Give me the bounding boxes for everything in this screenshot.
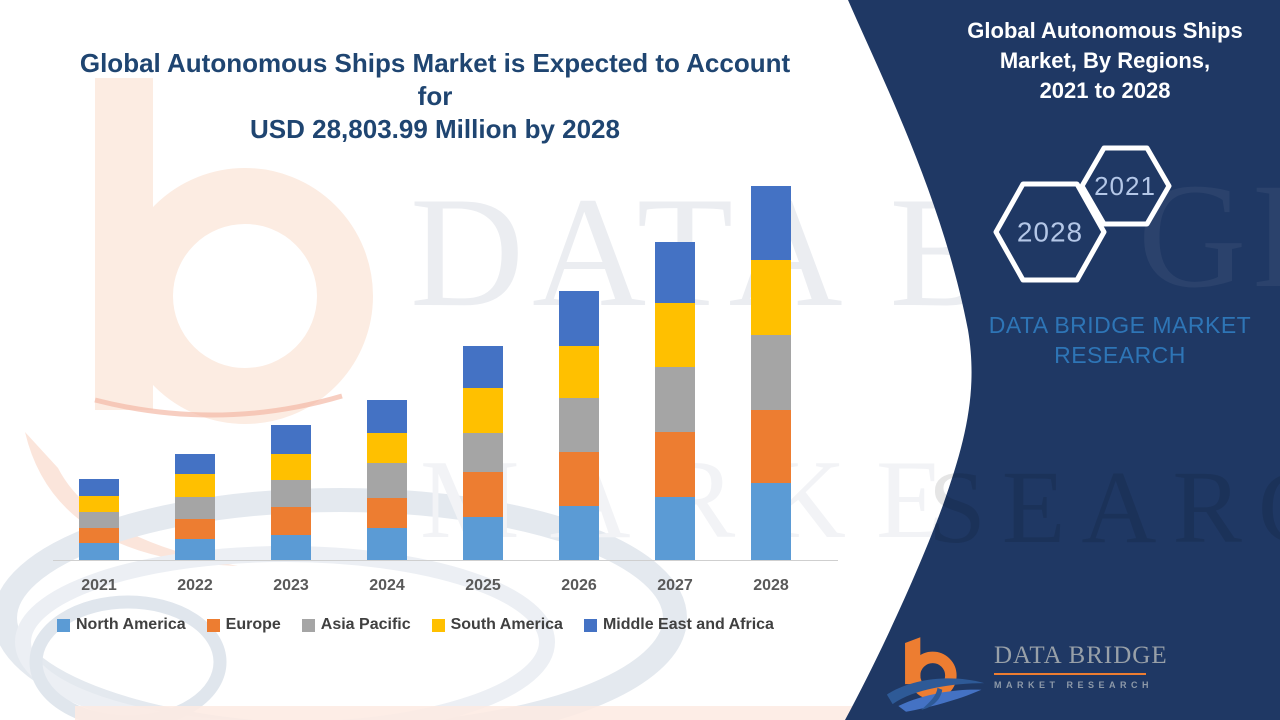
- bar-segment-europe-2025: [463, 472, 503, 518]
- legend-swatch-europe: [206, 618, 220, 632]
- bar-segment-south-america-2026: [559, 346, 599, 399]
- legend-swatch-north-america: [57, 618, 70, 632]
- panel-brand-line2: RESEARCH: [1054, 342, 1186, 368]
- hexagon-2028: [993, 181, 1107, 283]
- bar-segment-asia-pacific-2028: [751, 335, 791, 411]
- bar-segment-asia-pacific-2026: [559, 398, 599, 453]
- bar-segment-middle-east-and-africa-2027: [655, 241, 695, 304]
- dbmr-logo-underline: [994, 673, 1146, 675]
- bar-segment-middle-east-and-africa-2024: [367, 400, 407, 434]
- panel-brand-text: DATA BRIDGE MARKET RESEARCH: [960, 310, 1280, 370]
- bar-segment-europe-2028: [751, 410, 791, 484]
- bar-segment-europe-2022: [175, 519, 215, 540]
- legend: North America Europe Asia Pacific South Ame…: [57, 616, 774, 634]
- x-axis-line: [53, 560, 838, 561]
- bar-segment-north-america-2028: [751, 483, 791, 560]
- legend-swatch-middle-east-and-africa: [583, 618, 597, 632]
- bar-segment-south-america-2024: [367, 433, 407, 464]
- bar-segment-asia-pacific-2022: [175, 497, 215, 520]
- bar-segment-europe-2021: [79, 528, 119, 543]
- stacked-bar-2026: [559, 291, 599, 560]
- bar-segment-south-america-2022: [175, 474, 215, 498]
- chart-title: Global Autonomous Ships Market is Expect…: [65, 47, 805, 146]
- panel-background-shape: [845, 0, 1280, 720]
- legend-label-north-america: North America: [76, 616, 186, 633]
- legend-label-asia-pacific: Asia Pacific: [320, 616, 411, 633]
- hexagon-2028-label: 2028: [1017, 217, 1083, 248]
- hexagon-2021: [1079, 145, 1172, 227]
- bar-segment-europe-2024: [367, 498, 407, 529]
- panel-brand-line1: DATA BRIDGE MARKET: [988, 312, 1252, 338]
- dbmr-logo-tagline: MARKET RESEARCH: [994, 680, 1154, 690]
- bar-segment-north-america-2026: [559, 506, 599, 560]
- stacked-bar-2025: [463, 346, 503, 560]
- bar-segment-south-america-2027: [655, 303, 695, 368]
- x-axis-label-2025: 2025: [465, 577, 501, 594]
- legend-label-middle-east-and-africa: Middle East and Africa: [602, 616, 774, 633]
- bar-segment-north-america-2025: [463, 517, 503, 560]
- dbmr-logo: DATA BRIDGE MARKET RESEARCH: [885, 634, 1168, 716]
- x-axis-label-2022: 2022: [177, 577, 213, 594]
- stacked-bar-2021: [79, 479, 119, 560]
- x-axis-label-2024: 2024: [369, 577, 405, 594]
- bar-segment-asia-pacific-2023: [271, 480, 311, 508]
- stacked-bar-2027: [655, 241, 695, 560]
- panel-title-line3: 2021 to 2028: [1039, 78, 1171, 103]
- bar-segment-north-america-2027: [655, 497, 695, 560]
- bar-segment-middle-east-and-africa-2021: [79, 479, 119, 497]
- bar-segment-north-america-2022: [175, 539, 215, 560]
- year-hexagons: 2028 2021: [993, 145, 1172, 283]
- hexagon-2021-label: 2021: [1094, 171, 1156, 201]
- bar-segment-europe-2026: [559, 452, 599, 507]
- panel-title-line2: Market, By Regions,: [999, 48, 1211, 73]
- bar-segment-south-america-2023: [271, 454, 311, 481]
- bar-segment-asia-pacific-2021: [79, 512, 119, 529]
- panel-title-line1: Global Autonomous Ships: [967, 18, 1243, 43]
- legend-swatch-asia-pacific: [301, 618, 315, 632]
- x-axis-label-2028: 2028: [753, 577, 789, 594]
- legend-swatch-south-america: [431, 618, 445, 632]
- stacked-bar-2028: [751, 185, 791, 560]
- bar-segment-europe-2027: [655, 432, 695, 498]
- bar-segment-middle-east-and-africa-2025: [463, 346, 503, 389]
- legend-item-asia-pacific: Asia Pacific: [301, 616, 411, 634]
- stacked-bar-2023: [271, 425, 311, 560]
- bar-segment-south-america-2021: [79, 496, 119, 513]
- x-axis-label-2021: 2021: [81, 577, 117, 594]
- bar-segment-asia-pacific-2027: [655, 367, 695, 433]
- stacked-bar-2024: [367, 400, 407, 560]
- legend-item-europe: Europe: [206, 616, 281, 634]
- bar-segment-north-america-2021: [79, 542, 119, 560]
- bar-segment-middle-east-and-africa-2023: [271, 425, 311, 455]
- bar-segment-asia-pacific-2025: [463, 433, 503, 473]
- watermark-fragment-bottom: SEARCH: [928, 450, 1280, 565]
- x-axis-label-2027: 2027: [657, 577, 693, 594]
- legend-label-south-america: South America: [450, 616, 563, 633]
- chart-title-line2: USD 28,803.99 Million by 2028: [250, 114, 620, 144]
- bar-segment-north-america-2024: [367, 528, 407, 560]
- dbmr-logo-name: DATA BRIDGE: [994, 642, 1168, 669]
- chart-title-line1: Global Autonomous Ships Market is Expect…: [79, 48, 791, 111]
- bar-segment-north-america-2023: [271, 535, 311, 560]
- bar-segment-south-america-2028: [751, 260, 791, 336]
- panel-title: Global Autonomous Ships Market, By Regio…: [940, 16, 1270, 106]
- bar-segment-middle-east-and-africa-2022: [175, 454, 215, 475]
- dbmr-logo-text: DATA BRIDGE MARKET RESEARCH: [994, 634, 1168, 690]
- x-axis-label-2023: 2023: [273, 577, 309, 594]
- bar-segment-europe-2023: [271, 507, 311, 536]
- bar-segment-asia-pacific-2024: [367, 463, 407, 499]
- legend-label-europe: Europe: [225, 616, 281, 633]
- x-axis-label-2026: 2026: [561, 577, 597, 594]
- side-panel: GE SEARCH Global Autonomous Ships Market…: [828, 0, 1280, 720]
- bar-segment-south-america-2025: [463, 388, 503, 434]
- bar-segment-middle-east-and-africa-2026: [559, 291, 599, 347]
- dbmr-logo-icon: [886, 637, 985, 712]
- legend-item-south-america: South America: [431, 616, 563, 634]
- legend-item-north-america: North America: [57, 616, 186, 634]
- legend-item-middle-east-and-africa: Middle East and Africa: [583, 616, 774, 634]
- stacked-bar-2022: [175, 454, 215, 560]
- bar-segment-middle-east-and-africa-2028: [751, 185, 791, 261]
